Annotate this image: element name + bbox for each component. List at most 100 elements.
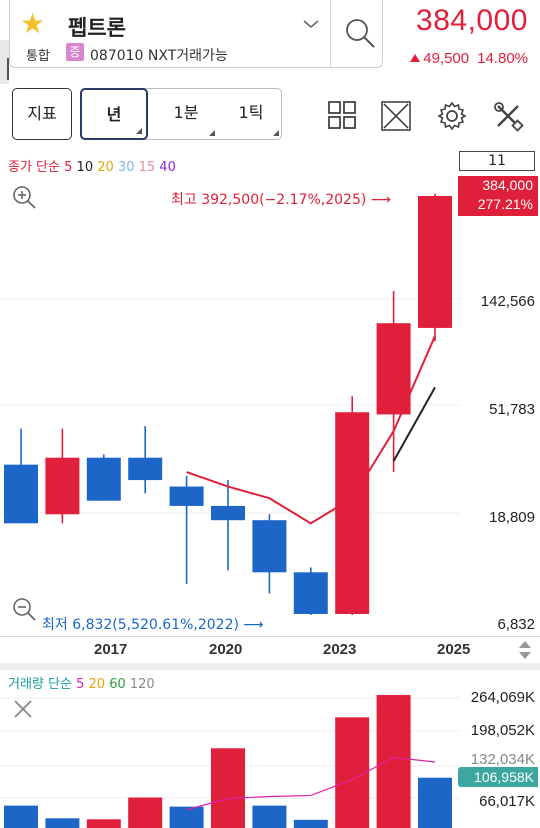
search-icon[interactable]	[343, 16, 377, 50]
layout-grid-icon[interactable]	[327, 100, 357, 130]
panel-separator[interactable]	[0, 663, 540, 670]
moving-average-legend[interactable]: 종가 단순 5 10 20 30 15 40	[8, 156, 176, 175]
volume-bar-2020	[211, 748, 245, 828]
volume-bar-2018	[128, 797, 163, 828]
candle-body	[211, 505, 245, 521]
price-tag-change: 277.21%	[477, 196, 533, 212]
market-label: 통합	[26, 49, 50, 64]
stock-selector[interactable]: ★ 펩트론 통합 증 087010 NXT거래가능	[9, 0, 383, 68]
current-price: 384,000	[416, 4, 528, 37]
volume-bar-2015	[4, 805, 38, 828]
ma-period-30: 30	[117, 160, 135, 175]
candle-body	[128, 457, 163, 481]
period-count-input[interactable]: 11	[459, 151, 535, 171]
candle-body	[45, 457, 80, 515]
volume-y-label: 198,052K	[470, 722, 535, 739]
volume-ma5-line	[186, 756, 436, 811]
up-arrow-icon	[410, 54, 421, 62]
fullscreen-icon[interactable]	[380, 100, 412, 132]
price-change: 49,500 14.80%	[410, 50, 528, 67]
ma-period-10: 10	[76, 160, 94, 175]
tab-1tick-label: 1틱	[238, 103, 264, 122]
volume-bar-2025	[418, 777, 452, 828]
volume-y-label: 66,017K	[479, 793, 535, 810]
candle-2019	[169, 476, 204, 585]
scroll-updown-icon[interactable]	[517, 639, 533, 661]
candle-2022	[293, 567, 328, 615]
corner-triangle-icon	[209, 130, 215, 136]
y-axis-label: 51,783	[489, 401, 535, 418]
volume-bar-2016	[45, 818, 80, 828]
volume-bar-2022	[293, 819, 328, 828]
arrow-right-icon: ⟶	[238, 617, 264, 633]
candle-body	[169, 486, 204, 506]
volume-y-label: 264,069K	[470, 689, 535, 706]
chart-toolbar: 지표 년 1분 1틱	[0, 86, 540, 144]
tab-1min-label: 1분	[173, 103, 199, 122]
search-divider	[330, 0, 331, 68]
vol-ma-period-120: 120	[129, 677, 155, 692]
axis-divider	[0, 636, 540, 637]
tab-year[interactable]: 년	[80, 88, 148, 140]
price-chart[interactable]	[0, 147, 540, 642]
current-price-tag: 384,000 277.21%	[458, 176, 538, 216]
candle-2023	[335, 396, 370, 615]
side-drawer-handle-bar	[7, 58, 9, 80]
ma-period-15: 15	[138, 160, 156, 175]
vol-ma-period-20: 20	[88, 677, 106, 692]
star-icon[interactable]: ★	[20, 7, 46, 40]
high-price-annotation: 최고 392,500(−2.17%,2025) ⟶	[171, 189, 391, 209]
tab-1tick[interactable]: 1틱	[219, 88, 283, 140]
x-axis-label: 2020	[209, 641, 243, 658]
x-axis-label: 2025	[437, 641, 471, 658]
low-price-annotation: 최저 6,832(5,520.61%,2022) ⟶	[42, 614, 263, 634]
candle-2016	[45, 428, 80, 524]
indicator-button[interactable]: 지표	[12, 88, 72, 140]
price-tag-value: 384,000	[482, 177, 533, 193]
side-drawer-handle[interactable]	[0, 40, 9, 84]
candle-body	[252, 520, 287, 573]
volume-bar-2019	[169, 806, 204, 828]
candle-2017	[86, 454, 121, 501]
stock-code: 087010 NXT거래가능	[90, 48, 228, 64]
arrow-right-icon: ⟶	[366, 192, 391, 208]
vol-ma-period-60: 60	[109, 677, 126, 692]
close-icon[interactable]	[13, 699, 33, 719]
chevron-down-icon[interactable]	[302, 18, 320, 30]
y-axis-label: 18,809	[489, 509, 535, 526]
corner-triangle-icon	[136, 128, 142, 134]
candle-body	[86, 457, 121, 501]
x-axis-label: 2017	[94, 641, 128, 658]
settings-gear-icon[interactable]	[436, 100, 468, 132]
period-selector: 년 1분 1틱	[80, 88, 282, 140]
stock-name: 펩트론	[68, 16, 126, 40]
vol-ma-period-5: 5	[76, 677, 85, 692]
low-annotation-text: 최저 6,832(5,520.61%,2022)	[42, 617, 239, 633]
candle-2015	[4, 428, 38, 524]
volume-chart[interactable]	[0, 670, 540, 828]
volume-bar-2021	[252, 805, 287, 828]
candle-2024	[376, 291, 411, 473]
y-axis-label: 142,566	[480, 293, 535, 310]
change-percent: 14.80%	[477, 50, 528, 67]
ma-period-40: 40	[159, 160, 176, 175]
zoom-in-icon[interactable]	[11, 184, 37, 210]
candle-body	[418, 196, 452, 328]
current-volume-tag: 106,958K	[458, 767, 538, 787]
candle-body	[4, 464, 38, 524]
candle-body	[293, 572, 328, 614]
tools-wrench-icon[interactable]	[492, 100, 524, 132]
change-amount: 49,500	[423, 50, 470, 67]
ma5-line	[186, 335, 436, 525]
tab-1min[interactable]: 1분	[153, 88, 219, 140]
ma-period-20: 20	[97, 160, 114, 175]
ma-period-5: 5	[64, 160, 73, 175]
candle-2021	[252, 514, 287, 594]
volume-bar-2023	[335, 717, 370, 828]
volume-legend[interactable]: 거래량 단순 5 20 60 120	[8, 673, 155, 692]
zoom-out-icon[interactable]	[11, 596, 37, 622]
x-axis-label: 2023	[323, 641, 357, 658]
volume-bar-2017	[86, 819, 121, 828]
volume-y-label: 132,034K	[470, 751, 535, 768]
candle-2020	[211, 480, 245, 571]
